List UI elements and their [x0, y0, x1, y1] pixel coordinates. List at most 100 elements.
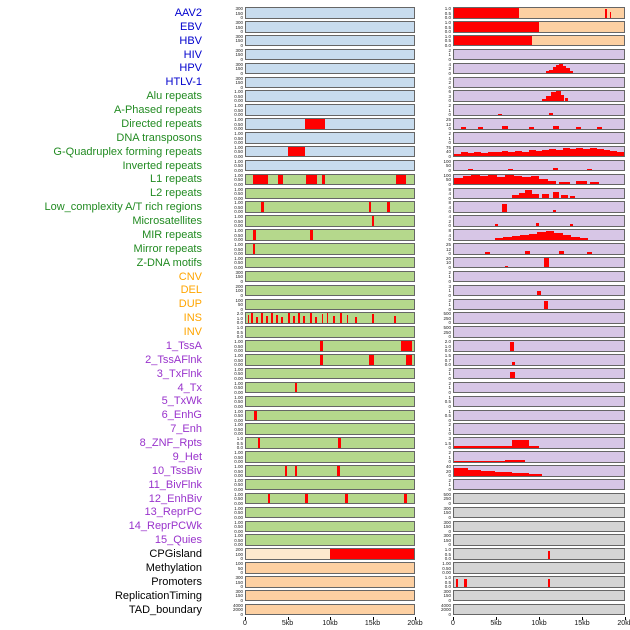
y-tick-label: 0.0 [444, 42, 451, 48]
track-panel-left [245, 354, 415, 366]
y-axis-ticks-right: 500 250 0 [415, 492, 453, 505]
y-tick-label: 300 [443, 588, 451, 594]
signal-bar [511, 195, 519, 199]
y-tick-label: 50 [237, 565, 243, 571]
y-tick-label: 2.0 [444, 339, 451, 345]
y-tick-label: 0 [448, 403, 451, 409]
y-tick-label: 1.00 [234, 450, 243, 456]
signal-bar [355, 317, 357, 323]
y-tick-label: 2 [448, 103, 451, 109]
y-tick-label: 4000 [440, 602, 451, 608]
y-tick-label: 1.0 [444, 547, 451, 553]
y-axis-ticks-left: 1.00 0.50 0.00 [205, 478, 245, 491]
y-tick-label: 0 [448, 98, 451, 104]
track-panel-right [453, 173, 625, 186]
track-label: DNA transposons [116, 131, 202, 144]
signal-bar [400, 341, 413, 351]
y-tick-label: 0 [448, 486, 451, 492]
y-tick-label: 0 [448, 84, 451, 90]
x-tick-label: 20kb [617, 620, 630, 627]
y-tick-label: 1.00 [234, 242, 243, 248]
track-label: 7_Enh [170, 423, 202, 436]
y-axis-ticks-left: 1.00 0.50 0.00 [205, 132, 245, 145]
y-tick-label: 0.00 [442, 570, 451, 576]
y-tick-label: 0 [448, 611, 451, 617]
y-axis-ticks-left: 1.00 0.50 0.00 [205, 256, 245, 269]
y-tick-label: 0.00 [234, 98, 243, 104]
signal-bar [596, 127, 602, 129]
signal-bar [549, 149, 556, 157]
signal-bar [586, 169, 592, 171]
signal-bar [460, 152, 468, 157]
y-tick-label: 0.50 [234, 260, 243, 266]
y-tick-label: 0 [448, 320, 451, 326]
y-tick-label: 1 [448, 454, 451, 460]
y-tick-label: 0.50 [234, 204, 243, 210]
track-label: 6_EnhG [161, 409, 202, 422]
signal-bar [261, 202, 264, 212]
y-axis-ticks-left: 1.0 0.5 0.0 [205, 437, 245, 451]
y-tick-label: 0.0 [236, 445, 243, 451]
signal-bar [535, 223, 539, 226]
y-tick-label: 2 [448, 80, 451, 86]
y-tick-label: 0.00 [234, 195, 243, 201]
y-axis-ticks-left: 300 150 0 [205, 21, 245, 34]
y-tick-label: 1 [448, 288, 451, 294]
track-label: HIV [183, 48, 202, 61]
signal-bar [467, 469, 482, 476]
signal-bar [605, 9, 608, 18]
y-tick-label: 0.00 [234, 237, 243, 243]
x-tick-mark [287, 617, 289, 620]
y-axis-ticks-left: 200 100 0 [205, 284, 245, 297]
y-tick-label: 0.00 [234, 348, 243, 354]
signal-bar [562, 148, 570, 157]
y-tick-label: 0 [448, 140, 451, 146]
track-panel-right [453, 395, 625, 408]
y-tick-label: 0.50 [234, 399, 243, 405]
y-tick-label: 1 [448, 52, 451, 58]
y-tick-label: 300 [235, 575, 243, 581]
y-tick-label: 12 [445, 246, 451, 252]
track-panel-left [245, 603, 415, 616]
y-tick-label: 50 [237, 302, 243, 308]
y-tick-label: 0.0 [236, 334, 243, 340]
track-row: 1_TssA 1.00 0.50 0.00 2.0 1.0 0.0 [0, 339, 630, 353]
signal-bar [579, 237, 589, 240]
signal-bar [306, 174, 317, 185]
y-tick-label: 0 [448, 70, 451, 76]
track-label: L1 repeats [150, 173, 202, 186]
track-row: 7_Enh 1.00 0.50 0.00 2 1 0 [0, 422, 630, 436]
track-panel-left [245, 381, 415, 394]
signal-bar [528, 127, 534, 129]
track-label: 3_TxFlnk [156, 367, 202, 380]
track-row: 9_Het 1.00 0.50 0.00 2 1 0 [0, 450, 630, 464]
track-label: CNV [178, 270, 202, 283]
y-tick-label: 0.5 [236, 440, 243, 446]
y-axis-ticks-left: 1.00 0.50 0.00 [205, 450, 245, 464]
y-tick-label: 0.5 [444, 38, 451, 44]
y-tick-label: 0 [448, 597, 451, 603]
y-tick-label: 200 [235, 547, 243, 553]
y-tick-label: 1.00 [234, 464, 243, 470]
signal-bar [539, 178, 548, 185]
y-tick-label: 1 [448, 274, 451, 280]
x-tick-mark [330, 617, 331, 620]
y-tick-label: 3 [448, 436, 451, 442]
signal-bar [252, 230, 257, 240]
track-row: 4_Tx 1.00 0.50 0.00 2 1 0 [0, 381, 630, 395]
y-tick-label: 0 [448, 445, 451, 451]
track-panel-right [453, 367, 625, 380]
track-label: TAD_boundary [128, 603, 202, 616]
y-axis-ticks-right: 1 0.5 0 [415, 409, 453, 422]
y-tick-label: 4000 [232, 602, 243, 608]
signal-bar [552, 168, 558, 171]
track-panel-right [453, 118, 625, 130]
y-tick-label: 0.5 [236, 329, 243, 335]
signal-bar [319, 355, 324, 365]
signal-bar [556, 64, 560, 74]
track-panel-left [245, 159, 415, 172]
signal-bar [460, 127, 466, 129]
signal-bar [547, 550, 551, 559]
y-axis-ticks-left: 300 150 0 [205, 7, 245, 20]
